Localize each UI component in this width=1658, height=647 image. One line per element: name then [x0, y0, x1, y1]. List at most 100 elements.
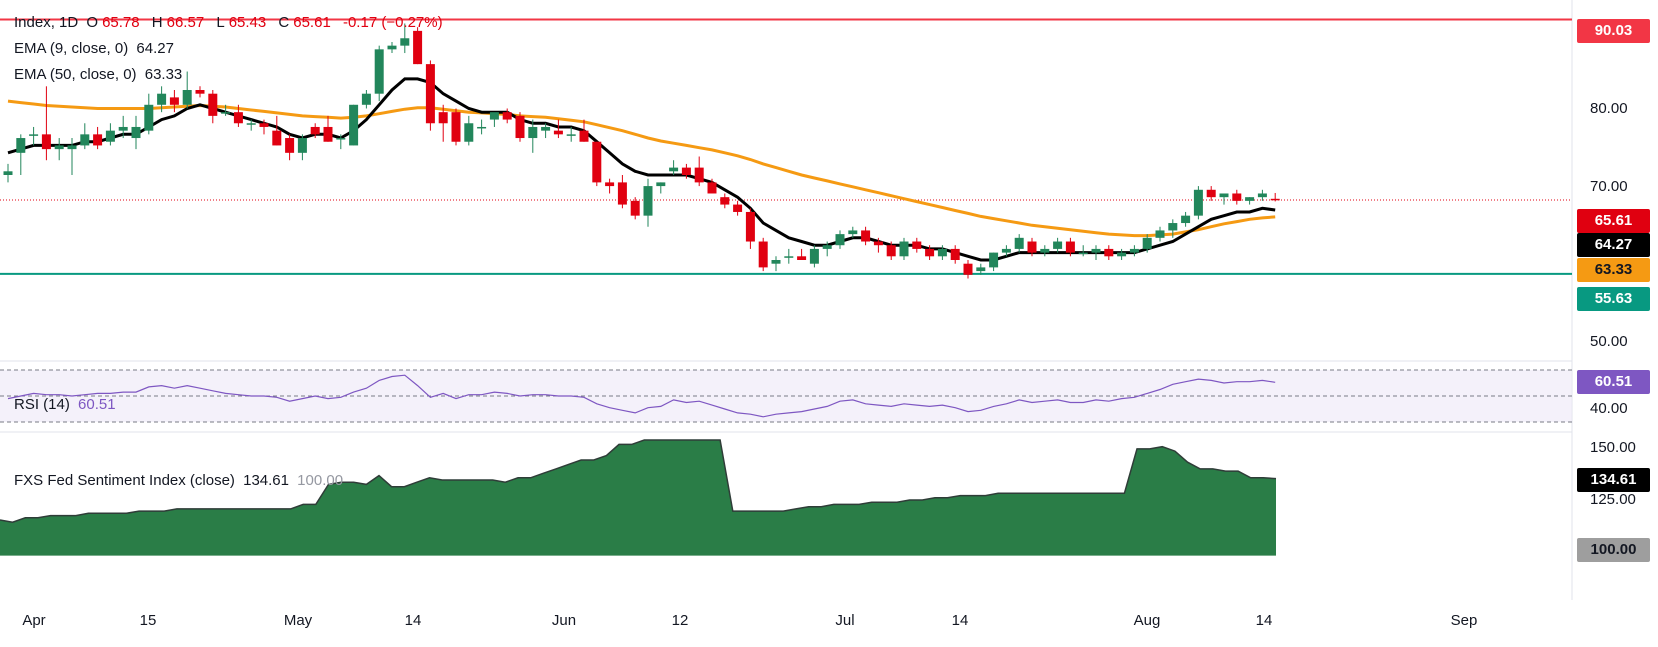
ema9-line	[7, 77, 1276, 262]
candle-body	[1219, 193, 1229, 198]
candle-body	[579, 130, 589, 142]
x-tick-label: Apr	[22, 612, 46, 629]
ohlc-legend: Index, 1D O 65.78 H 66.57 L 65.43 C 65.61 -0…	[14, 14, 443, 31]
fed-value: 134.61	[243, 472, 289, 489]
candle-body	[553, 130, 563, 135]
candle-body	[912, 241, 922, 249]
candle-body	[1129, 248, 1139, 253]
candle-body	[1104, 248, 1114, 257]
candle-body	[169, 97, 179, 105]
x-tick-label: Jun	[551, 612, 577, 629]
rsi-line	[7, 374, 1276, 418]
candle-body	[208, 93, 218, 116]
ema50-badge: 63.33	[1577, 258, 1650, 282]
candle-body	[1014, 237, 1024, 249]
candle-body	[989, 252, 999, 268]
x-tick-label: May	[283, 612, 313, 629]
x-tick-label: 14	[404, 612, 422, 629]
ema9-legend[interactable]: EMA (9, close, 0) 64.27	[14, 40, 174, 57]
ema9-value: 64.27	[136, 40, 174, 57]
candle-body	[1040, 248, 1050, 253]
candle-body	[1232, 193, 1242, 201]
x-tick-label: 15	[139, 612, 157, 629]
candle-body	[1270, 198, 1280, 201]
candle-body	[105, 130, 115, 142]
candle-body	[131, 126, 141, 139]
candle-body	[118, 126, 128, 131]
candle-body	[1245, 197, 1255, 201]
candle-body	[272, 130, 282, 146]
x-tick-label: Sep	[1450, 612, 1478, 629]
ema50-legend[interactable]: EMA (50, close, 0) 63.33	[14, 66, 183, 83]
fed-legend[interactable]: FXS Fed Sentiment Index (close) 134.61 1…	[14, 472, 344, 489]
candle-body	[886, 245, 896, 257]
candle-body	[681, 167, 691, 175]
fed-area	[0, 440, 1276, 556]
candle-body	[1181, 215, 1191, 224]
candle-body	[925, 248, 935, 257]
y-tick-label: 125.00	[1590, 491, 1636, 508]
candle-body	[323, 126, 333, 142]
fed-badge: 134.61	[1577, 468, 1650, 492]
rsi-badge: 60.51	[1577, 370, 1650, 394]
candle-body	[451, 112, 461, 142]
candle-body	[29, 134, 39, 136]
candle-body	[67, 145, 77, 150]
candle-body	[361, 93, 371, 105]
candle-body	[541, 126, 551, 131]
x-tick-label: Jul	[835, 612, 855, 629]
candle-body	[528, 126, 538, 139]
low-value: 65.43	[228, 14, 267, 31]
candle-body	[336, 138, 346, 140]
candle-body	[1257, 193, 1267, 198]
support-badge: 55.63	[1577, 287, 1650, 311]
candle-body	[1142, 237, 1152, 249]
candle-body	[822, 245, 832, 249]
candle-body	[387, 45, 397, 50]
symbol-label: Index, 1D	[14, 14, 79, 31]
candle-body	[425, 64, 435, 124]
candle-body	[643, 186, 653, 216]
candle-body	[515, 115, 525, 139]
candle-body	[1053, 241, 1063, 249]
candle-body	[310, 126, 320, 135]
candle-body	[694, 167, 704, 183]
candle-body	[733, 204, 743, 212]
candle-body	[605, 182, 615, 187]
candle-body	[144, 104, 154, 131]
close-value: 65.61	[293, 14, 331, 31]
candle-body	[413, 30, 423, 65]
candle-body	[669, 167, 679, 172]
last-price-badge: 65.61	[1577, 209, 1650, 233]
high-value: 66.57	[166, 14, 205, 31]
x-tick-label: 12	[671, 612, 689, 629]
resistance-badge: 90.03	[1577, 19, 1650, 43]
candle-body	[374, 49, 384, 94]
ema9-badge: 64.27	[1577, 233, 1650, 257]
rsi-legend[interactable]: RSI (14) 60.51	[14, 396, 116, 413]
open-value: 65.78	[102, 14, 140, 31]
candle-body	[246, 123, 256, 125]
candle-body	[976, 267, 986, 272]
candle-body	[221, 112, 231, 114]
y-tick-label: 50.00	[1590, 333, 1628, 350]
candle-body	[285, 138, 295, 153]
y-tick-label: 40.00	[1590, 400, 1628, 417]
x-tick-label: 14	[1255, 612, 1273, 629]
candle-body	[297, 138, 307, 153]
fed-ref-value: 100.00	[297, 472, 344, 489]
candle-body	[861, 230, 871, 242]
candle-body	[656, 182, 666, 187]
fed-base-badge: 100.00	[1577, 538, 1650, 562]
candle-body	[1065, 241, 1075, 253]
candle-body	[745, 211, 755, 242]
candle-body	[93, 134, 103, 146]
candle-body	[566, 134, 576, 136]
candle-body	[1001, 248, 1011, 253]
change-value: -0.17 (−0.27%)	[342, 14, 443, 31]
rsi-value: 60.51	[78, 396, 116, 413]
candle-body	[349, 104, 359, 146]
candle-body	[797, 256, 807, 260]
x-tick-label: Aug	[1133, 612, 1161, 629]
